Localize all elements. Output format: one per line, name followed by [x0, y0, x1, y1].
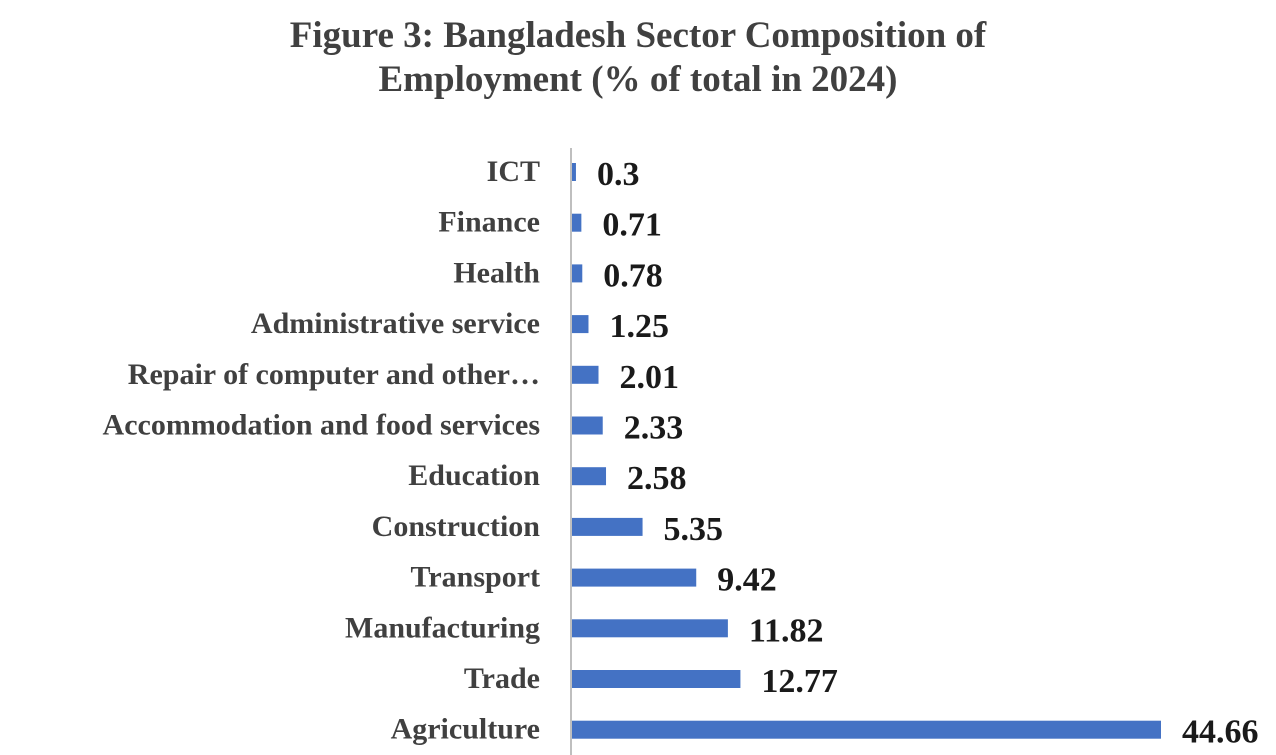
data-label: 11.82 — [749, 612, 824, 649]
data-label: 44.66 — [1182, 714, 1259, 751]
category-label: Agriculture — [391, 713, 540, 746]
data-label: 0.71 — [602, 207, 662, 244]
data-label: 2.33 — [624, 410, 684, 447]
bar — [572, 315, 589, 334]
category-label: Health — [453, 256, 540, 289]
bar — [572, 365, 599, 384]
category-label: Transport — [411, 561, 540, 594]
category-label: Manufacturing — [345, 611, 540, 644]
category-label: Accommodation and food services — [103, 409, 540, 442]
data-label: 12.77 — [761, 663, 838, 700]
bar — [572, 163, 576, 181]
category-label: Repair of computer and other… — [128, 358, 540, 391]
category-label: Education — [408, 459, 540, 492]
bar — [572, 619, 728, 638]
category-label: Administrative service — [251, 307, 540, 340]
category-label: Construction — [372, 510, 541, 543]
bar — [572, 467, 607, 486]
bar — [572, 416, 603, 435]
bar — [572, 213, 582, 232]
bar — [572, 264, 583, 283]
bar — [572, 568, 697, 587]
data-label: 5.35 — [664, 511, 724, 548]
bar — [572, 720, 1161, 739]
bar — [572, 670, 741, 688]
chart-title: Figure 3: Bangladesh Sector Composition … — [0, 14, 1276, 102]
bar — [572, 517, 643, 536]
data-label: 0.78 — [603, 257, 663, 294]
data-label: 2.01 — [620, 359, 680, 396]
data-label: 0.3 — [597, 156, 640, 193]
data-label: 9.42 — [717, 562, 777, 599]
chart-title-line-2: Employment (% of total in 2024) — [378, 59, 898, 100]
category-label: ICT — [487, 155, 540, 188]
category-label: Trade — [464, 662, 540, 695]
category-label: Finance — [438, 206, 540, 239]
data-label: 2.58 — [627, 460, 687, 497]
data-label: 1.25 — [609, 308, 669, 345]
chart-title-line-1: Figure 3: Bangladesh Sector Composition … — [289, 15, 987, 56]
